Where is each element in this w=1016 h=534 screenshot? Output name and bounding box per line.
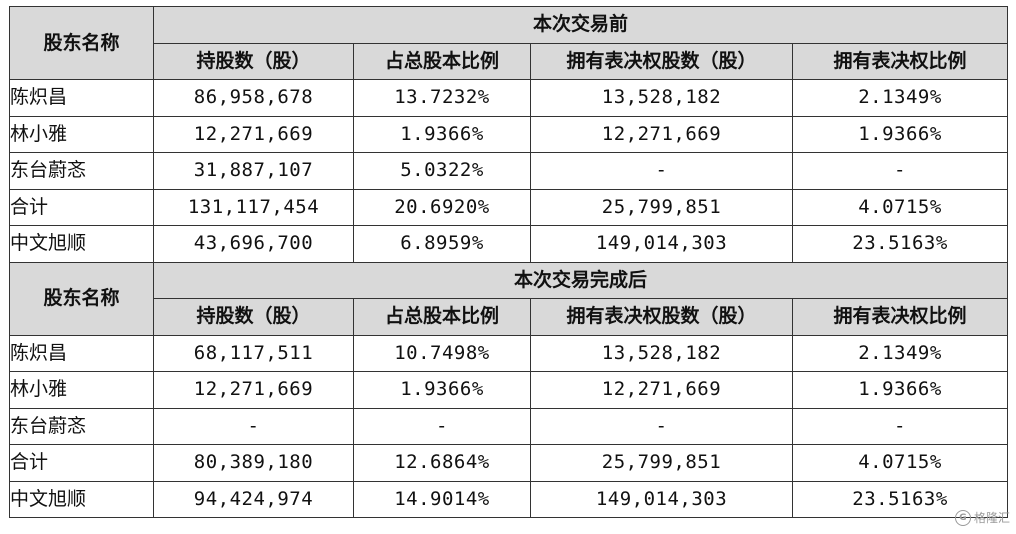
shareholder-name-cell: 东台蔚忞 [9,152,154,190]
after-section-title: 本次交易完成后 [152,261,1009,299]
table-row: 陈炽昌 86,958,678 13.7232% 13,528,182 2.1349% [9,79,1009,117]
before-section-title: 本次交易前 [152,6,1009,44]
shareholder-name-cell: 林小雅 [9,115,154,153]
before-section-header-row: 股东名称 本次交易前 [9,6,1009,80]
shares-header: 持股数（股） [153,42,354,80]
pct-cell: 14.9014% [353,480,531,518]
shareholder-name-cell: 陈炽昌 [9,334,154,372]
voting-pct-cell: - [791,407,1009,445]
shares-cell: - [153,407,354,445]
shareholder-name-header: 股东名称 [9,6,154,80]
after-section-header-row: 股东名称 本次交易完成后 [9,261,1009,336]
shares-cell: 80,389,180 [153,444,354,482]
voting-shares-header: 拥有表决权股数（股） [530,298,793,336]
voting-shares-cell: 149,014,303 [530,480,793,518]
voting-shares-header: 拥有表决权股数（股） [530,42,793,80]
voting-shares-cell: - [530,152,793,190]
voting-pct-header: 拥有表决权比例 [791,298,1009,336]
pct-header: 占总股本比例 [353,42,531,80]
shareholder-name-cell: 中文旭顺 [9,480,154,518]
table-row: 林小雅 12,271,669 1.9366% 12,271,669 1.9366% [9,371,1009,409]
voting-shares-cell: 13,528,182 [530,334,793,372]
voting-shares-cell: 13,528,182 [530,79,793,117]
pct-cell: 10.7498% [353,334,531,372]
shares-cell: 94,424,974 [153,480,354,518]
voting-shares-cell: 149,014,303 [530,225,793,263]
shares-cell: 131,117,454 [153,188,354,226]
pct-cell: - [353,407,531,445]
shareholder-name-cell: 中文旭顺 [9,225,154,263]
shares-cell: 31,887,107 [153,152,354,190]
shareholder-name-cell: 林小雅 [9,371,154,409]
shares-cell: 43,696,700 [153,225,354,263]
table-body: 股东名称 本次交易前 持股数（股） 占总股本比例 拥有表决权股数（股） 拥有表决权比例 陈炽… [9,6,1009,518]
shareholder-name-cell: 东台蔚忞 [9,407,154,445]
voting-pct-cell: 23.5163% [791,480,1009,518]
voting-pct-cell: 4.0715% [791,444,1009,482]
shareholder-name-header: 股东名称 [9,261,154,336]
pct-cell: 12.6864% [353,444,531,482]
shares-cell: 12,271,669 [153,115,354,153]
watermark: G 格隆汇 [954,509,1010,526]
shareholder-name-cell: 陈炽昌 [9,79,154,117]
pct-cell: 1.9366% [353,371,531,409]
pct-cell: 13.7232% [353,79,531,117]
table-row: 林小雅 12,271,669 1.9366% 12,271,669 1.9366% [9,115,1009,153]
watermark-text: 格隆汇 [973,511,1010,525]
voting-pct-cell: - [791,152,1009,190]
voting-pct-cell: 2.1349% [791,79,1009,117]
voting-pct-cell: 2.1349% [791,334,1009,372]
before-column-header-row: 持股数（股） 占总股本比例 拥有表决权股数（股） 拥有表决权比例 [10,42,1009,80]
voting-shares-cell: 12,271,669 [530,115,793,153]
pct-cell: 1.9366% [353,115,531,153]
table-row: 合计 131,117,454 20.6920% 25,799,851 4.0715% [9,188,1009,226]
table-row: 中文旭顺 43,696,700 6.8959% 149,014,303 23.5163% [9,225,1009,263]
shares-cell: 68,117,511 [153,334,354,372]
table-row: 中文旭顺 94,424,974 14.9014% 149,014,303 23.5163… [9,480,1009,518]
voting-pct-cell: 1.9366% [791,371,1009,409]
shareholding-table: 股东名称 本次交易前 持股数（股） 占总股本比例 拥有表决权股数（股） 拥有表决权比例 陈炽… [9,6,1009,518]
table-row: 陈炽昌 68,117,511 10.7498% 13,528,182 2.1349% [9,334,1009,372]
voting-shares-cell: 25,799,851 [530,444,793,482]
after-column-header-row: 持股数（股） 占总股本比例 拥有表决权股数（股） 拥有表决权比例 [10,298,1009,336]
voting-shares-cell: - [530,407,793,445]
pct-header: 占总股本比例 [353,298,531,336]
pct-cell: 5.0322% [353,152,531,190]
shares-cell: 12,271,669 [153,371,354,409]
voting-shares-cell: 25,799,851 [530,188,793,226]
pct-cell: 6.8959% [353,225,531,263]
voting-pct-cell: 4.0715% [791,188,1009,226]
voting-pct-cell: 23.5163% [791,225,1009,263]
table-row: 东台蔚忞 - - - - [9,407,1009,445]
gelonghui-logo-icon: G [954,509,971,526]
shares-header: 持股数（股） [153,298,354,336]
table-row: 合计 80,389,180 12.6864% 25,799,851 4.0715% [9,444,1009,482]
voting-shares-cell: 12,271,669 [530,371,793,409]
voting-pct-cell: 1.9366% [791,115,1009,153]
voting-pct-header: 拥有表决权比例 [791,42,1009,80]
pct-cell: 20.6920% [353,188,531,226]
shareholder-name-cell: 合计 [9,444,154,482]
shareholder-name-cell: 合计 [9,188,154,226]
shares-cell: 86,958,678 [153,79,354,117]
table-row: 东台蔚忞 31,887,107 5.0322% - - [9,152,1009,190]
